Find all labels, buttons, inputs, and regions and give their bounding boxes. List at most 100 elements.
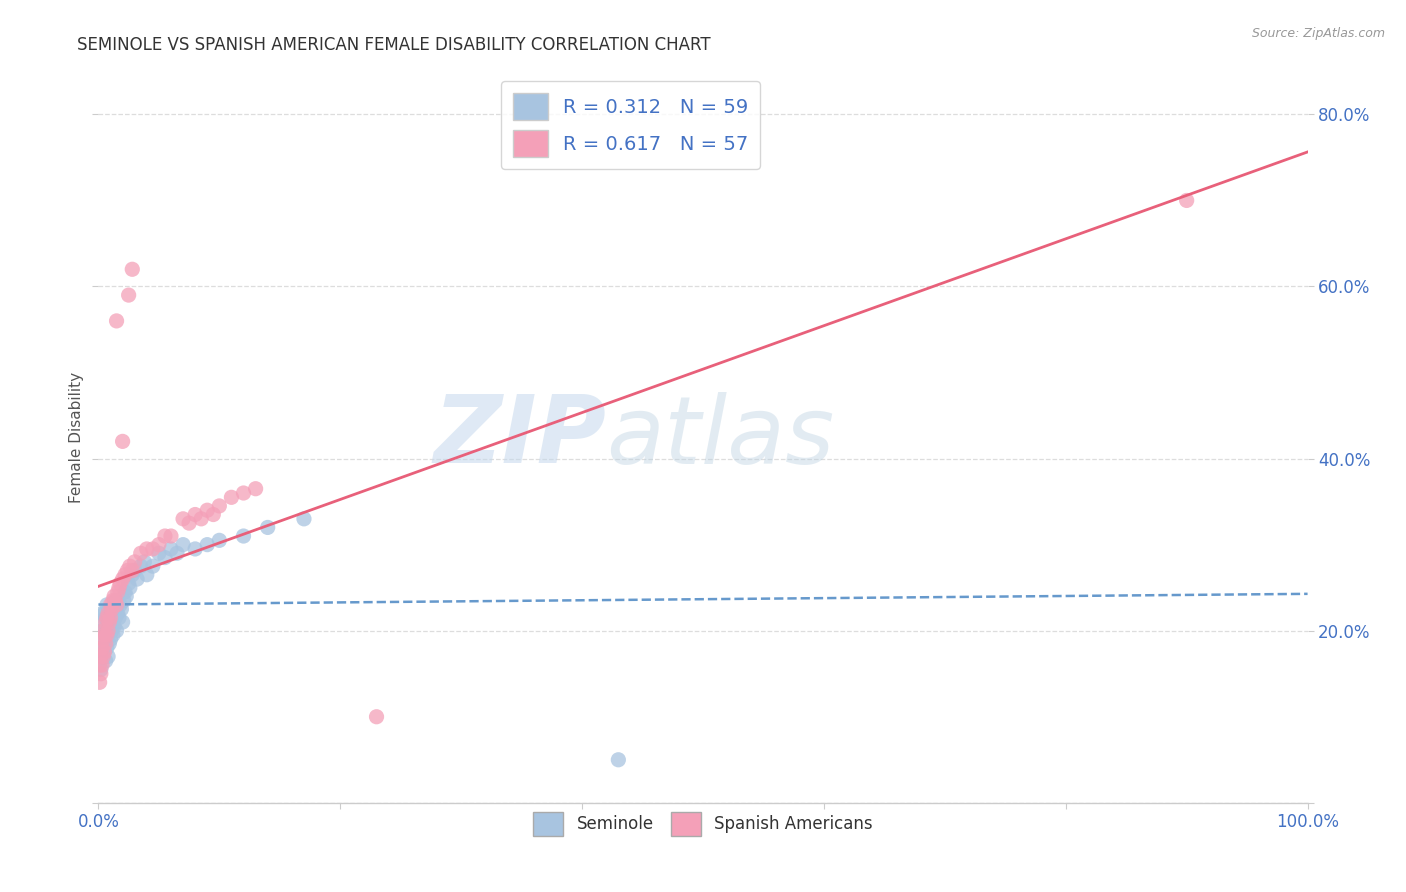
Point — [96, 598, 118, 612]
Text: ZIP: ZIP — [433, 391, 606, 483]
Point — [90, 662, 112, 676]
Point — [90, 649, 112, 664]
Point — [101, 628, 124, 642]
Point — [1175, 194, 1198, 208]
Text: atlas: atlas — [606, 392, 835, 483]
Point — [94, 637, 117, 651]
Point — [202, 508, 225, 522]
Point — [100, 598, 122, 612]
Point — [121, 567, 143, 582]
Point — [91, 645, 114, 659]
Point — [97, 615, 120, 629]
Point — [124, 564, 146, 578]
Point — [127, 572, 149, 586]
Point — [232, 529, 254, 543]
Point — [135, 541, 157, 556]
Point — [98, 615, 121, 629]
Point — [111, 572, 134, 586]
Point — [91, 624, 114, 638]
Point — [108, 576, 131, 591]
Point — [108, 598, 131, 612]
Point — [256, 520, 278, 534]
Point — [108, 581, 131, 595]
Point — [93, 628, 115, 642]
Point — [148, 538, 170, 552]
Point — [105, 624, 128, 638]
Point — [100, 632, 122, 647]
Text: Source: ZipAtlas.com: Source: ZipAtlas.com — [1251, 27, 1385, 40]
Point — [111, 615, 134, 629]
Point — [89, 649, 111, 664]
Point — [100, 624, 122, 638]
Point — [111, 434, 134, 449]
Point — [190, 512, 212, 526]
Legend: Seminole, Spanish Americans: Seminole, Spanish Americans — [523, 802, 883, 846]
Point — [117, 564, 139, 578]
Point — [172, 538, 194, 552]
Point — [142, 559, 165, 574]
Point — [101, 593, 124, 607]
Point — [100, 602, 122, 616]
Point — [124, 555, 146, 569]
Point — [91, 607, 114, 621]
Point — [93, 645, 115, 659]
Point — [104, 611, 127, 625]
Point — [93, 637, 115, 651]
Point — [94, 624, 117, 638]
Point — [96, 611, 118, 625]
Y-axis label: Female Disability: Female Disability — [69, 371, 84, 503]
Point — [96, 640, 118, 655]
Point — [115, 589, 138, 603]
Point — [94, 654, 117, 668]
Point — [103, 598, 125, 612]
Point — [100, 602, 122, 616]
Point — [184, 508, 207, 522]
Point — [105, 314, 128, 328]
Point — [101, 607, 124, 621]
Point — [108, 611, 131, 625]
Point — [232, 486, 254, 500]
Point — [134, 555, 156, 569]
Text: SEMINOLE VS SPANISH AMERICAN FEMALE DISABILITY CORRELATION CHART: SEMINOLE VS SPANISH AMERICAN FEMALE DISA… — [77, 36, 711, 54]
Point — [91, 615, 114, 629]
Point — [97, 607, 120, 621]
Point — [97, 649, 120, 664]
Point — [114, 567, 136, 582]
Point — [366, 710, 388, 724]
Point — [121, 262, 143, 277]
Point — [221, 491, 243, 505]
Point — [208, 499, 231, 513]
Point — [91, 632, 114, 647]
Point — [110, 602, 132, 616]
Point — [91, 658, 114, 673]
Point — [153, 529, 176, 543]
Point — [118, 559, 141, 574]
Point — [121, 564, 143, 578]
Point — [91, 640, 114, 655]
Point — [160, 541, 183, 556]
Point — [142, 541, 165, 556]
Point — [245, 482, 267, 496]
Point — [172, 512, 194, 526]
Point — [107, 607, 129, 621]
Point — [153, 550, 176, 565]
Point — [89, 675, 111, 690]
Point — [103, 619, 125, 633]
Point — [98, 602, 121, 616]
Point — [105, 593, 128, 607]
Point — [184, 541, 207, 556]
Point — [90, 666, 112, 681]
Point — [91, 624, 114, 638]
Point — [94, 611, 117, 625]
Point — [118, 581, 141, 595]
Point — [112, 593, 135, 607]
Point — [107, 585, 129, 599]
Point — [104, 593, 127, 607]
Point — [607, 753, 630, 767]
Point — [91, 649, 114, 664]
Point — [105, 598, 128, 612]
Point — [114, 585, 136, 599]
Point — [96, 628, 118, 642]
Point — [118, 288, 141, 302]
Point — [93, 607, 115, 621]
